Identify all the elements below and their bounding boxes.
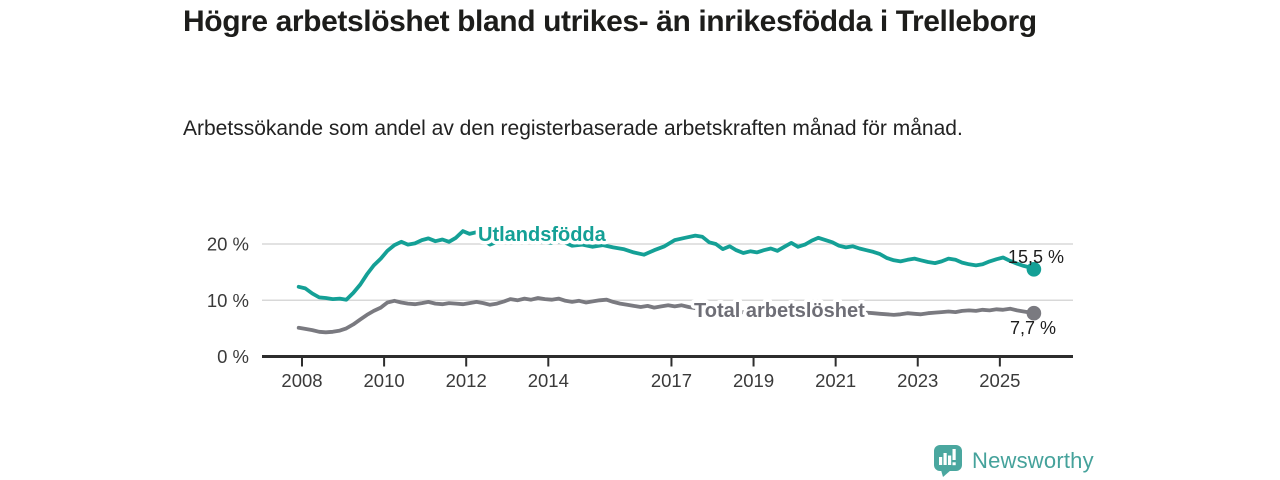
series-end-dot-total [1026,305,1042,321]
x-tick-label: 2023 [897,370,938,391]
x-tick-label: 2025 [979,370,1020,391]
series-line-total [296,296,1036,335]
newsworthy-logo[interactable]: Newsworthy [933,444,1094,477]
end-value-label-utlandsfodda: 15,5 % [1008,247,1064,267]
x-tick-label: 2014 [528,370,569,391]
page-title: Högre arbetslöshet bland utrikes- än inr… [183,5,1037,38]
x-tick-label: 2010 [364,370,405,391]
x-tick-label: 2012 [446,370,487,391]
series-end-dot-utlandsfodda [1026,262,1042,277]
end-value-label-total: 7,7 % [1010,318,1056,338]
brand-name: Newsworthy [972,447,1094,473]
y-tick-label: 20 % [207,234,249,255]
x-tick-label: 2021 [815,370,856,391]
x-tick-label: 2017 [651,370,692,391]
bar-chart-speech-bubble-icon [934,445,962,477]
series-line-utlandsfodda [296,229,1036,302]
x-tick-label: 2019 [733,370,774,391]
series-label-total-arbetsloshet: Total arbetslöshet [694,300,865,322]
chart-plot-area: 0 % 10 % 20 % 2008 2010 2012 2014 2017 2019 2021 2… [207,229,1073,391]
y-tick-label: 0 % [217,346,249,367]
x-tick-label: 2008 [281,370,322,391]
series-label-utlandsfodda: Utlandsfödda [478,224,607,246]
page-subtitle: Arbetssökande som andel av den registerb… [183,117,963,140]
y-tick-label: 10 % [207,290,249,311]
